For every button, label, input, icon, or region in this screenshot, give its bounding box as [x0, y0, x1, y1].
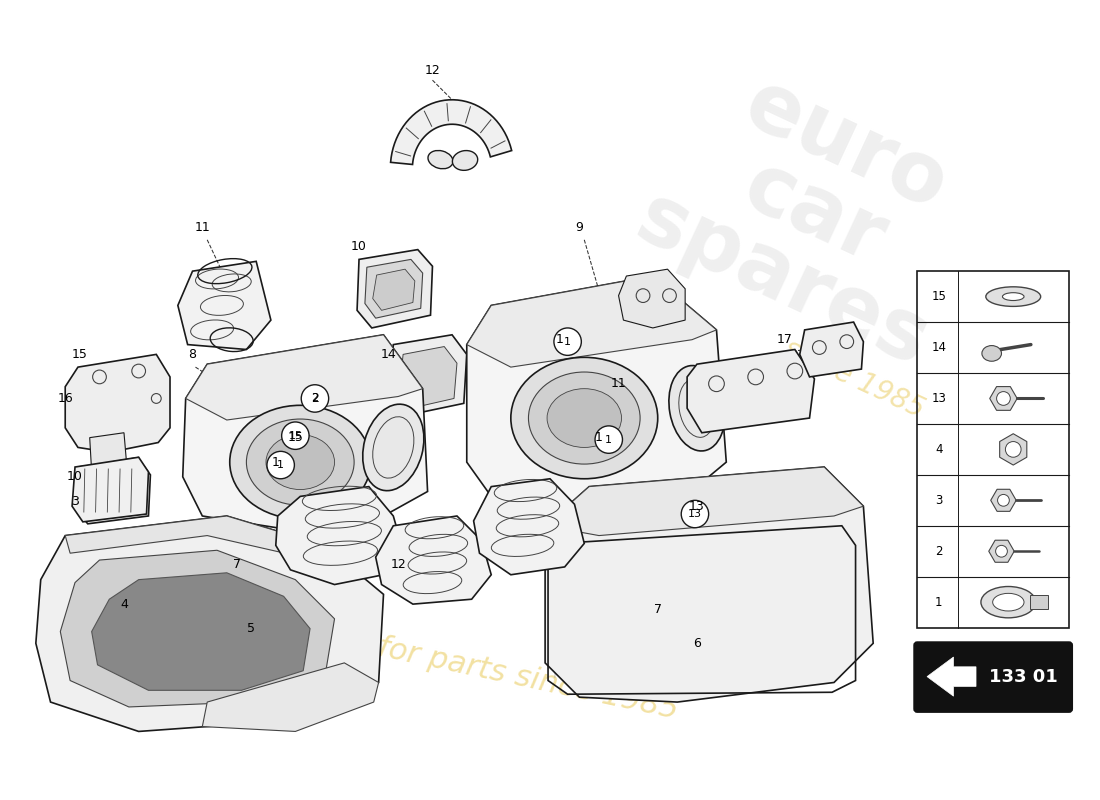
- Ellipse shape: [452, 150, 477, 170]
- Polygon shape: [75, 459, 151, 524]
- FancyBboxPatch shape: [914, 642, 1072, 712]
- Polygon shape: [183, 335, 428, 530]
- Polygon shape: [546, 467, 873, 702]
- Text: 12: 12: [425, 64, 440, 77]
- Text: 7: 7: [653, 602, 662, 615]
- Text: 7: 7: [232, 558, 241, 571]
- Text: 17: 17: [777, 333, 793, 346]
- Text: 1: 1: [605, 434, 613, 445]
- Ellipse shape: [669, 366, 725, 451]
- Polygon shape: [373, 269, 415, 310]
- Ellipse shape: [1002, 293, 1024, 301]
- Polygon shape: [91, 573, 310, 690]
- Text: 2: 2: [311, 392, 319, 405]
- Text: 9: 9: [575, 221, 583, 234]
- Text: 1: 1: [564, 337, 571, 346]
- Polygon shape: [276, 486, 403, 585]
- Polygon shape: [65, 516, 324, 560]
- Polygon shape: [60, 550, 334, 707]
- Text: 4: 4: [120, 598, 128, 610]
- Text: 2: 2: [935, 545, 943, 558]
- Polygon shape: [186, 335, 422, 420]
- Circle shape: [595, 426, 623, 454]
- Polygon shape: [546, 467, 864, 535]
- Polygon shape: [466, 276, 726, 506]
- Text: 13: 13: [689, 500, 705, 513]
- Ellipse shape: [986, 287, 1041, 306]
- Text: 14: 14: [381, 348, 396, 361]
- Text: 3: 3: [935, 494, 943, 507]
- Polygon shape: [800, 322, 864, 377]
- Ellipse shape: [246, 419, 354, 506]
- Polygon shape: [688, 350, 814, 433]
- Polygon shape: [109, 458, 142, 491]
- Polygon shape: [927, 657, 976, 696]
- Ellipse shape: [363, 404, 424, 490]
- Polygon shape: [36, 516, 384, 731]
- Text: 2: 2: [311, 394, 319, 403]
- Text: 15: 15: [287, 431, 304, 444]
- Text: 13: 13: [932, 392, 946, 405]
- Text: 11: 11: [195, 221, 210, 234]
- Ellipse shape: [428, 150, 453, 169]
- Ellipse shape: [998, 494, 1010, 506]
- Text: 15: 15: [288, 430, 302, 441]
- Circle shape: [267, 451, 295, 478]
- Ellipse shape: [982, 346, 1001, 362]
- Text: 16: 16: [57, 392, 73, 405]
- Polygon shape: [65, 354, 170, 452]
- Text: 15: 15: [932, 290, 946, 303]
- Polygon shape: [399, 346, 456, 408]
- Polygon shape: [390, 100, 512, 165]
- Ellipse shape: [547, 389, 622, 447]
- Text: 13: 13: [688, 509, 702, 519]
- Text: 1: 1: [556, 333, 563, 346]
- Text: 8: 8: [188, 348, 197, 361]
- Ellipse shape: [981, 586, 1036, 618]
- Text: 1: 1: [935, 596, 943, 609]
- Circle shape: [282, 422, 309, 450]
- Polygon shape: [376, 516, 492, 604]
- Polygon shape: [178, 262, 271, 350]
- Text: euro
car
spares: euro car spares: [624, 42, 1005, 383]
- Ellipse shape: [997, 392, 1010, 406]
- Polygon shape: [389, 335, 466, 416]
- Polygon shape: [358, 250, 432, 328]
- Text: 5: 5: [248, 622, 255, 635]
- Text: 1: 1: [595, 431, 603, 444]
- Polygon shape: [90, 433, 126, 472]
- Ellipse shape: [266, 434, 334, 490]
- Text: 1: 1: [277, 460, 284, 470]
- Ellipse shape: [1005, 442, 1021, 458]
- Ellipse shape: [992, 594, 1024, 611]
- Circle shape: [681, 500, 708, 528]
- Ellipse shape: [528, 372, 640, 464]
- Polygon shape: [474, 478, 584, 574]
- Polygon shape: [202, 663, 378, 731]
- Text: 10: 10: [67, 470, 82, 483]
- Text: 10: 10: [351, 240, 367, 253]
- Text: a passion for parts since 1985: a passion for parts since 1985: [223, 601, 681, 725]
- Ellipse shape: [996, 546, 1008, 557]
- Ellipse shape: [510, 358, 658, 478]
- Text: 15: 15: [72, 348, 88, 361]
- Polygon shape: [618, 269, 685, 328]
- Text: 12: 12: [390, 558, 406, 571]
- Circle shape: [301, 385, 329, 412]
- Text: since 1985: since 1985: [779, 334, 928, 424]
- Circle shape: [554, 328, 581, 355]
- Text: 4: 4: [935, 443, 943, 456]
- Text: 3: 3: [72, 494, 79, 508]
- Text: 11: 11: [610, 378, 626, 390]
- Polygon shape: [365, 259, 422, 318]
- Text: 1: 1: [272, 456, 279, 469]
- Text: 133 01: 133 01: [989, 668, 1057, 686]
- Text: 14: 14: [932, 341, 946, 354]
- FancyBboxPatch shape: [1030, 595, 1047, 609]
- Ellipse shape: [230, 406, 371, 519]
- Polygon shape: [466, 276, 716, 367]
- Polygon shape: [73, 458, 148, 522]
- Text: 6: 6: [693, 637, 701, 650]
